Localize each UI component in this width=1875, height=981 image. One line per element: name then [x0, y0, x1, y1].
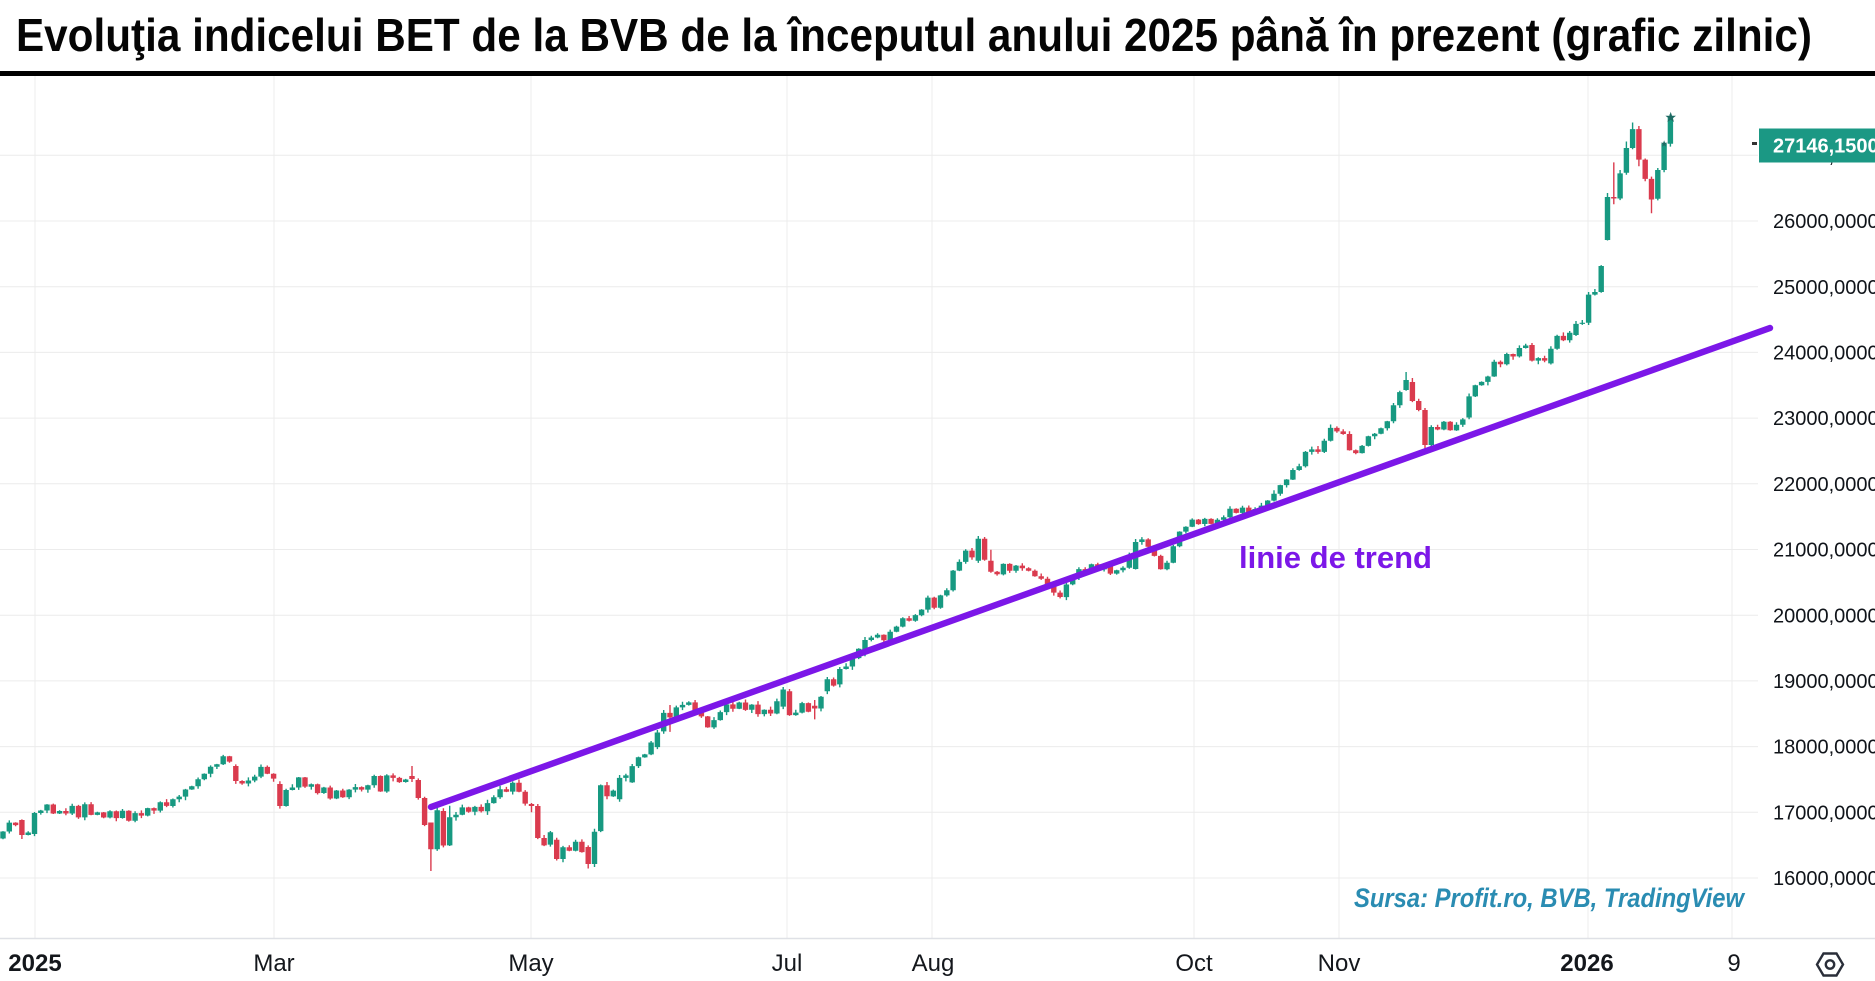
svg-text:20000,0000: 20000,0000 [1773, 605, 1875, 627]
svg-text:Aug: Aug [912, 950, 955, 977]
svg-text:17000,0000: 17000,0000 [1773, 802, 1875, 824]
svg-text:26000,0000: 26000,0000 [1773, 211, 1875, 233]
svg-text:25000,0000: 25000,0000 [1773, 277, 1875, 299]
svg-text:2025: 2025 [8, 950, 61, 977]
svg-text:May: May [508, 950, 553, 977]
svg-text:24000,0000: 24000,0000 [1773, 343, 1875, 365]
svg-text:18000,0000: 18000,0000 [1773, 737, 1875, 759]
svg-text:22000,0000: 22000,0000 [1773, 474, 1875, 496]
svg-text:Mar: Mar [253, 950, 294, 977]
svg-text:Sursa: Profit.ro, BVB, Trading: Sursa: Profit.ro, BVB, TradingView [1354, 883, 1746, 913]
svg-text:Evoluţia indicelui BET de la B: Evoluţia indicelui BET de la BVB de la î… [16, 9, 1812, 61]
svg-text:9: 9 [1727, 950, 1740, 977]
svg-text:27146,1500: 27146,1500 [1773, 136, 1875, 158]
svg-text:19000,0000: 19000,0000 [1773, 671, 1875, 693]
svg-text:2026: 2026 [1560, 950, 1613, 977]
svg-text:16000,0000: 16000,0000 [1773, 868, 1875, 890]
svg-text:Oct: Oct [1175, 950, 1213, 977]
svg-text:21000,0000: 21000,0000 [1773, 540, 1875, 562]
svg-text:Jul: Jul [772, 950, 803, 977]
svg-text:23000,0000: 23000,0000 [1773, 408, 1875, 430]
svg-text:Nov: Nov [1318, 950, 1361, 977]
svg-text:linie de trend: linie de trend [1239, 540, 1432, 575]
